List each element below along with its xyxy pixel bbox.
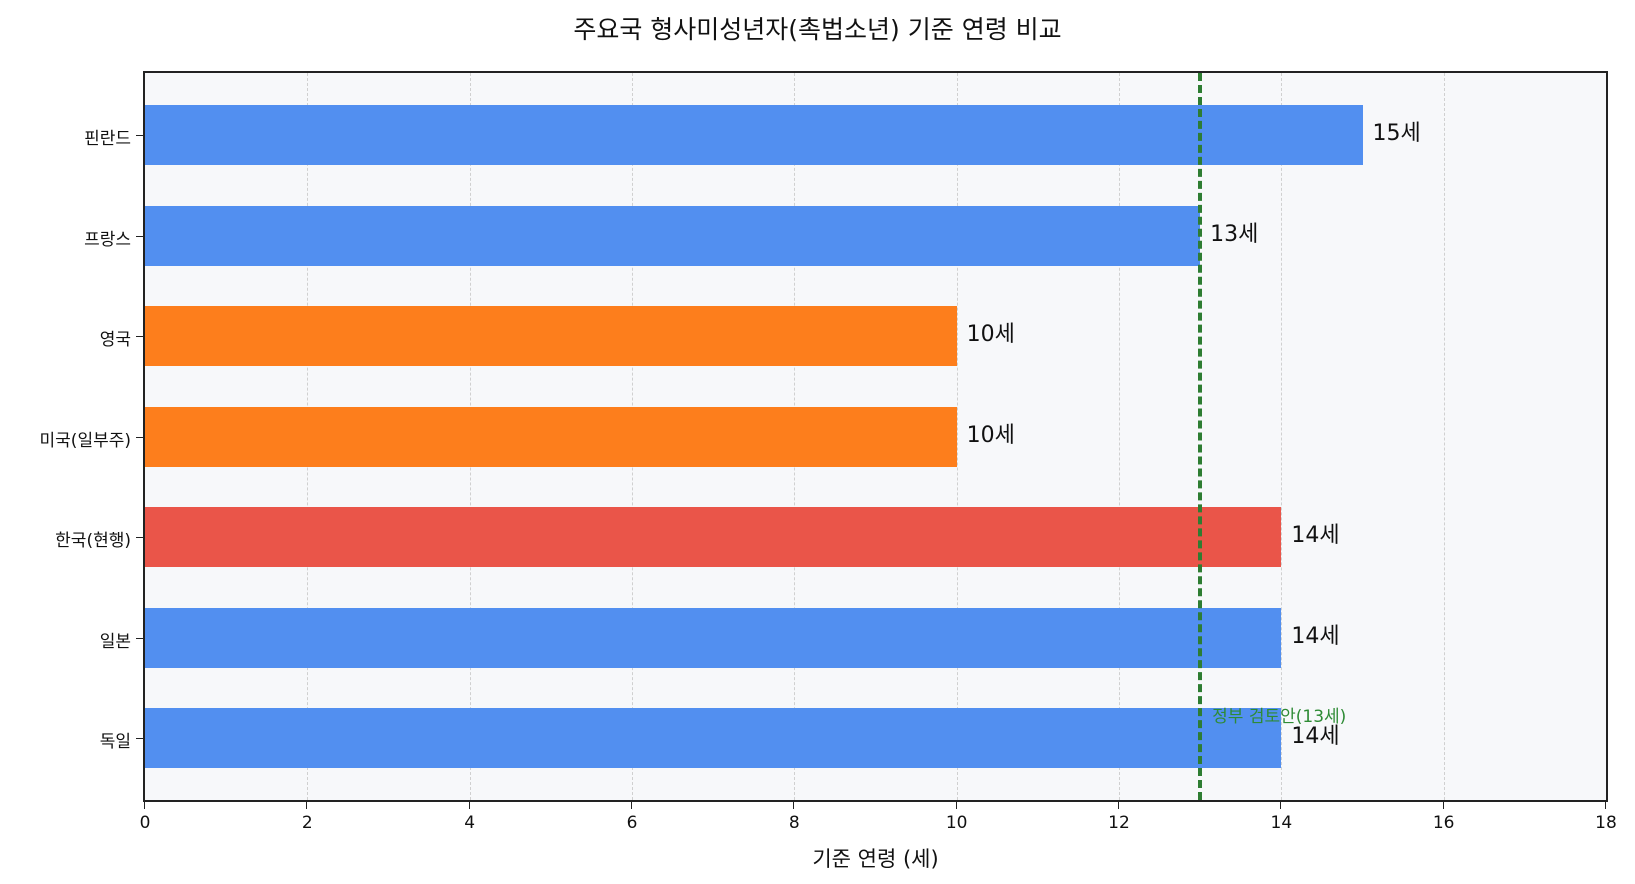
- y-tick-label: 핀란드: [84, 129, 131, 149]
- y-tick-label: 일본: [99, 631, 131, 652]
- plot-area: 15세 13세 10세 10세 14세 14세 14세 정부 검토안(13세): [143, 71, 1608, 802]
- bar: [145, 406, 957, 467]
- y-tick-label: 프랑스: [84, 229, 131, 250]
- y-tick-label: 미국(일부주): [39, 430, 131, 451]
- y-tick: [136, 738, 143, 739]
- x-tick: [631, 802, 632, 809]
- x-tick: [1118, 802, 1119, 809]
- x-tick-label: 16: [1432, 813, 1455, 833]
- x-tick-label: 6: [626, 813, 638, 833]
- bar-value-label: 15세: [1372, 121, 1421, 146]
- bar: [145, 105, 1363, 165]
- bar-value-label: 14세: [1291, 623, 1340, 649]
- x-tick-label: 10: [945, 813, 968, 833]
- x-tick: [306, 802, 308, 809]
- x-tick: [793, 802, 795, 809]
- x-tick-label: 4: [464, 813, 476, 833]
- x-tick-label: 14: [1270, 813, 1293, 833]
- x-tick: [144, 802, 145, 809]
- x-tick: [468, 802, 470, 809]
- x-tick: [1605, 802, 1606, 809]
- grid-line: [1443, 73, 1445, 800]
- bar-value-label: 14세: [1291, 724, 1340, 749]
- y-tick-label: 한국(현행): [55, 531, 131, 551]
- grid-line: [956, 73, 958, 800]
- bar-value-label: 10세: [966, 322, 1015, 347]
- x-axis-title: 기준 연령 (세): [812, 847, 939, 871]
- bar-value-label: 13세: [1210, 221, 1259, 247]
- y-tick-label: 독일: [99, 732, 131, 752]
- chart-title: 주요국 형사미성년자(촉법소년) 기준 연령 비교: [573, 15, 1062, 44]
- x-tick: [955, 802, 957, 809]
- bar: [145, 205, 1201, 266]
- y-tick: [136, 235, 143, 237]
- y-tick: [136, 336, 143, 337]
- x-tick-label: 2: [301, 813, 313, 833]
- bar: [145, 507, 1282, 567]
- y-tick: [136, 436, 143, 438]
- x-tick-label: 18: [1595, 813, 1617, 833]
- bar: [145, 306, 957, 366]
- bar-value-label: 10세: [966, 422, 1015, 448]
- grid-line: [1281, 73, 1283, 800]
- x-tick: [1280, 802, 1282, 809]
- bar-value-label: 14세: [1291, 523, 1340, 548]
- y-tick: [136, 537, 143, 538]
- x-tick-label: 8: [788, 813, 800, 833]
- y-tick-label: 영국: [99, 330, 131, 350]
- bar: [145, 708, 1282, 768]
- reference-line: [1198, 73, 1203, 800]
- reference-line-label: 정부 검토안(13세): [1212, 707, 1347, 727]
- grid-line: [1119, 73, 1120, 800]
- bar: [145, 607, 1282, 668]
- x-tick-label: 0: [139, 813, 151, 833]
- y-tick: [136, 135, 143, 136]
- y-tick: [136, 637, 143, 639]
- x-tick-label: 12: [1108, 813, 1130, 833]
- x-tick: [1442, 802, 1444, 809]
